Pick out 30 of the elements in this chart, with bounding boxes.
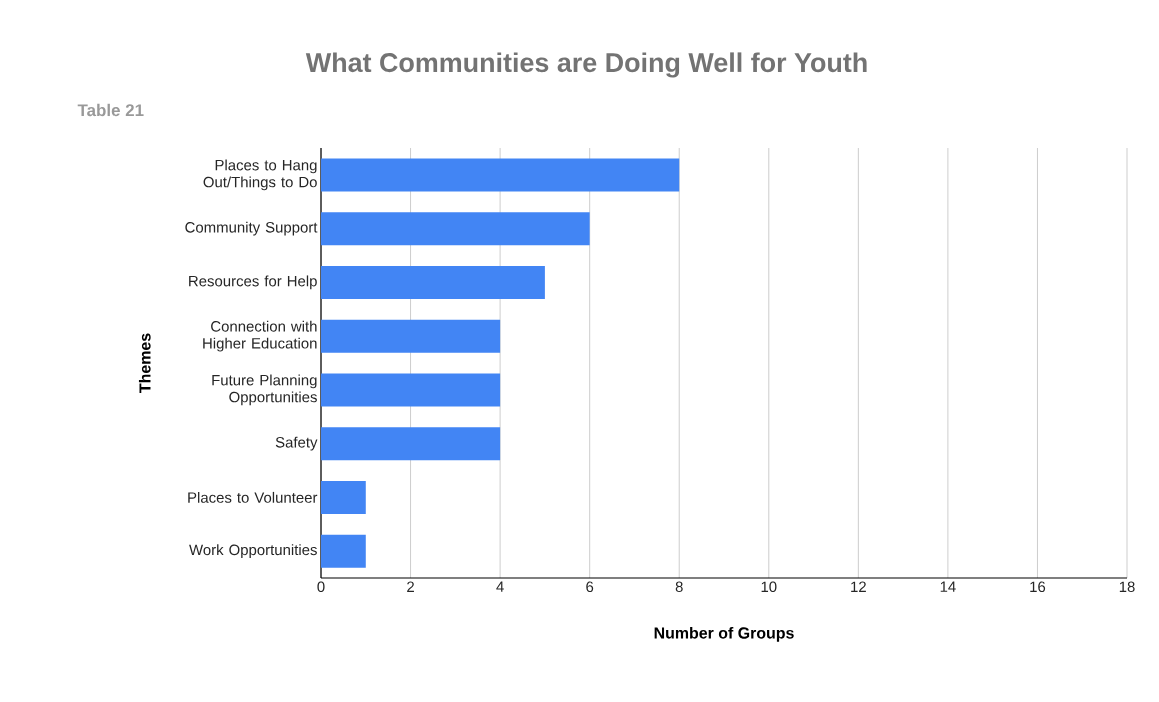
y-tick-label: Safety [275, 436, 318, 451]
chart-title: What Communities are Doing Well for Youth [305, 52, 867, 78]
x-tick-label: 4 [496, 581, 504, 592]
x-tick-label: 8 [675, 581, 683, 593]
y-tick-label: Community Support [185, 221, 318, 236]
x-tick-label: 6 [586, 581, 594, 593]
x-tick-label: 12 [851, 581, 866, 592]
y-axis-title: Themes [138, 333, 151, 393]
bar [321, 534, 366, 568]
x-tick-label: 2 [407, 581, 414, 592]
y-tick-label: Future Planning Opportunities [212, 374, 317, 406]
y-tick-label: Resources for Help [189, 275, 317, 290]
bar [321, 158, 680, 192]
x-axis-title: Number of Groups [654, 626, 794, 642]
bar [321, 212, 590, 246]
bar [321, 373, 501, 407]
bar [321, 427, 501, 461]
y-tick-label: Places to Hang Out/Things to Do [203, 159, 317, 191]
x-tick-label: 14 [940, 581, 956, 592]
bar [321, 480, 366, 514]
x-tick-label: 0 [317, 581, 325, 593]
x-tick-label: 16 [1030, 581, 1046, 593]
y-tick-label: Places to Volunteer [188, 491, 318, 503]
text: Table 21 [77, 103, 144, 117]
x-tick-label: 18 [1119, 581, 1135, 593]
y-tick-label: Connection with Higher Education [203, 320, 317, 352]
bar [321, 265, 545, 299]
y-tick-label: Work Opportunities [189, 544, 317, 559]
bar [321, 319, 501, 353]
x-tick-label: 10 [761, 581, 777, 593]
